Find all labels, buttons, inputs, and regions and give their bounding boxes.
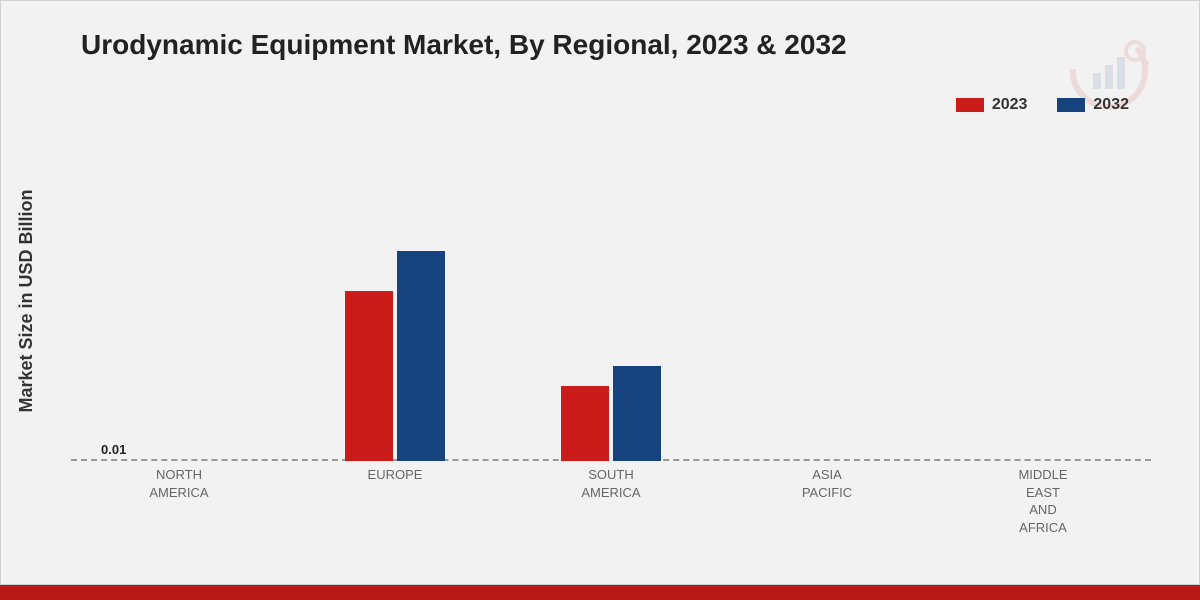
legend: 2023 2032 xyxy=(956,96,1129,114)
legend-item-2032: 2032 xyxy=(1057,96,1129,114)
legend-swatch-2032 xyxy=(1057,98,1085,112)
plot-area: 0.01 xyxy=(71,141,1151,461)
x-category-label: MIDDLE EAST AND AFRICA xyxy=(935,466,1151,536)
legend-label-2023: 2023 xyxy=(992,96,1028,114)
x-category-label: NORTH AMERICA xyxy=(71,466,287,501)
x-category-label: ASIA PACIFIC xyxy=(719,466,935,501)
chart-container: Urodynamic Equipment Market, By Regional… xyxy=(0,0,1200,585)
bar xyxy=(613,366,661,461)
x-category-label: SOUTH AMERICA xyxy=(503,466,719,501)
zero-tick-label: 0.01 xyxy=(101,442,126,457)
legend-label-2032: 2032 xyxy=(1093,96,1129,114)
footer-accent-bar xyxy=(0,585,1200,600)
bar-group xyxy=(503,366,719,461)
bar xyxy=(397,251,445,461)
bar-group xyxy=(287,251,503,461)
legend-item-2023: 2023 xyxy=(956,96,1028,114)
legend-swatch-2023 xyxy=(956,98,984,112)
y-axis-label: Market Size in USD Billion xyxy=(16,189,37,412)
bar xyxy=(561,386,609,461)
x-category-label: EUROPE xyxy=(287,466,503,484)
chart-title: Urodynamic Equipment Market, By Regional… xyxy=(81,29,847,61)
bar xyxy=(345,291,393,461)
